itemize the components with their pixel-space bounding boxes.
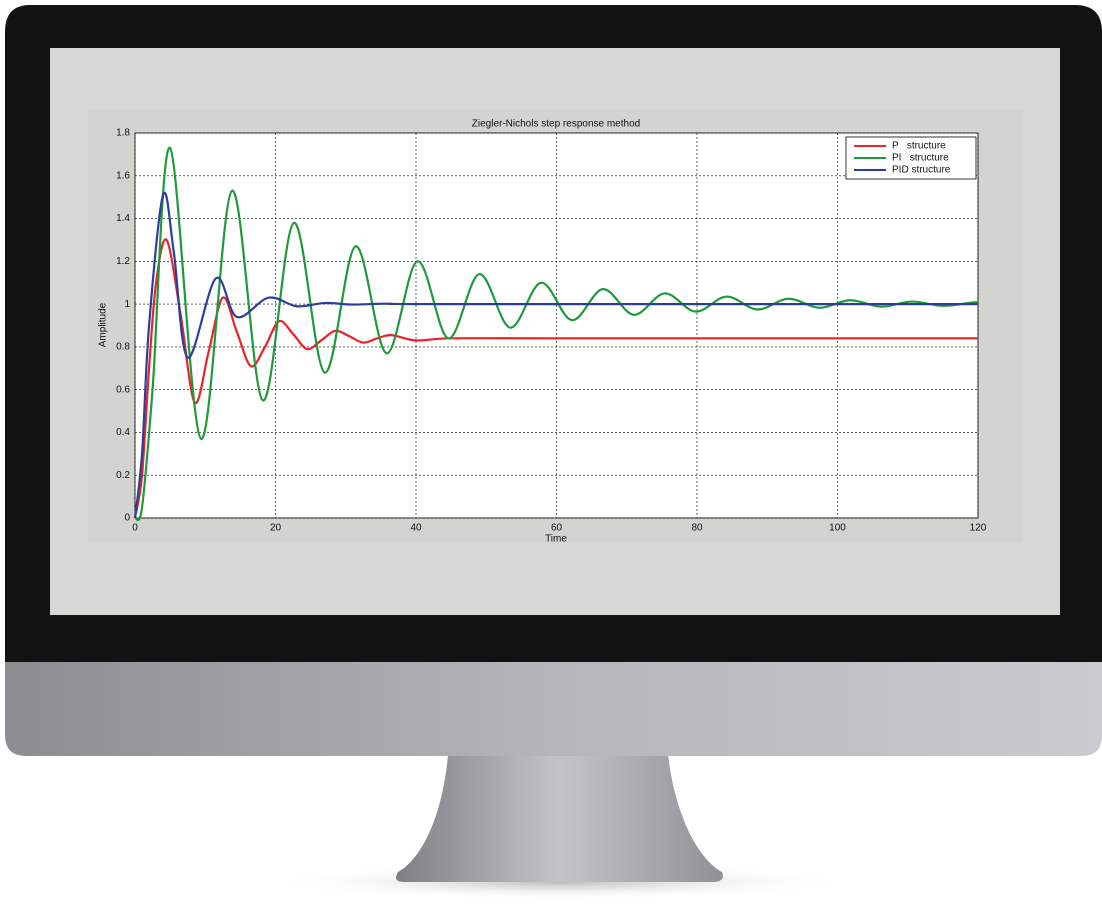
monitor-chin [5,660,1102,756]
x-tick-label: 0 [132,523,138,534]
series-line [133,146,979,522]
y-tick-label: 1.2 [116,256,130,267]
y-tick-label: 1 [124,299,130,310]
chart-title: Ziegler-Nichols step response method [472,119,640,130]
y-tick-label: 1.4 [116,213,130,224]
lines [133,146,979,522]
legend-label: P structure [892,141,946,152]
y-tick-label: 0.2 [116,470,130,481]
x-tick-label: 60 [551,523,563,534]
y-tick-label: 0.4 [116,427,130,438]
series-line [133,238,978,519]
x-tick-label: 100 [829,523,846,534]
y-tick-label: 0 [124,513,130,524]
x-axis-label: Time [545,534,567,545]
y-tick-label: 1.6 [116,170,130,181]
x-tick-label: 20 [270,523,282,534]
y-tick-label: 1.8 [116,128,130,139]
y-axis-label: Amplitude [98,302,109,347]
legend-label: PID structure [892,165,951,176]
series-line [133,191,979,519]
x-tick-label: 80 [691,523,703,534]
y-tick-label: 0.6 [116,384,130,395]
x-tick-label: 40 [410,523,422,534]
legend-label: PI structure [892,153,949,164]
y-tick-label: 0.8 [116,342,130,353]
x-tick-label: 120 [970,523,987,534]
stand [396,755,723,882]
